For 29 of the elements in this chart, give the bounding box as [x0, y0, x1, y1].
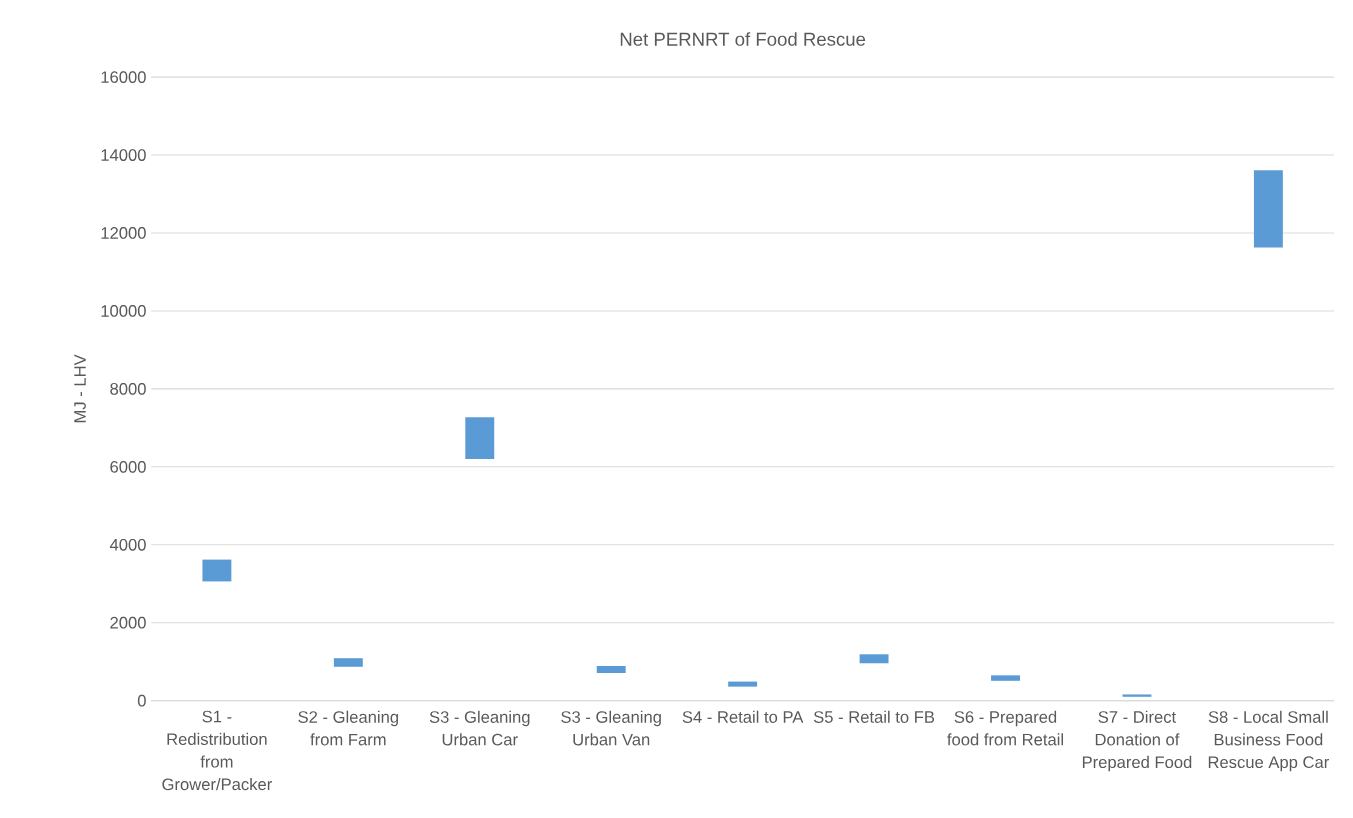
- x-tick-label: S4 - Retail to PA: [682, 710, 804, 723]
- x-tick-label: S3 - Gleaning Urban Van: [561, 710, 661, 746]
- y-tick-label: 0: [137, 694, 146, 707]
- y-tick-label: 4000: [109, 539, 146, 551]
- bar: [1253, 170, 1283, 248]
- y-tick-label: 14000: [101, 149, 146, 161]
- chart-title: Net PERNRT of Food Rescue: [620, 32, 866, 46]
- x-tick-label: S7 - Direct Donation of Prepared Food: [1082, 710, 1192, 772]
- bar: [333, 658, 363, 667]
- bar: [859, 654, 889, 664]
- bar: [991, 675, 1020, 681]
- bar: [465, 417, 495, 460]
- y-tick-label: 6000: [110, 461, 146, 473]
- y-tick-label: 10000: [101, 305, 146, 317]
- x-tick-label: S2 - Gleaning from Farm: [298, 710, 398, 746]
- y-tick-label: 12000: [101, 227, 146, 239]
- x-tick-label: S5 - Retail to FB: [813, 710, 935, 723]
- bar: [596, 666, 626, 674]
- x-tick-label: S1 - Redistribution from Grower/Packer: [162, 710, 272, 791]
- x-tick-label: S6 - Prepared food from Retail: [947, 710, 1063, 746]
- bar: [728, 681, 758, 687]
- x-tick-label: S3 - Gleaning Urban Car: [429, 710, 530, 746]
- bar: [202, 559, 232, 582]
- y-tick-label: 2000: [110, 616, 146, 629]
- y-tick-label: 16000: [101, 71, 146, 84]
- x-tick-label: S8 - Local Small Business Food Rescue App Car: [1208, 710, 1329, 772]
- y-axis-title: MJ - LHV: [74, 354, 86, 423]
- y-tick-label: 8000: [110, 383, 146, 395]
- bar: [1122, 694, 1152, 697]
